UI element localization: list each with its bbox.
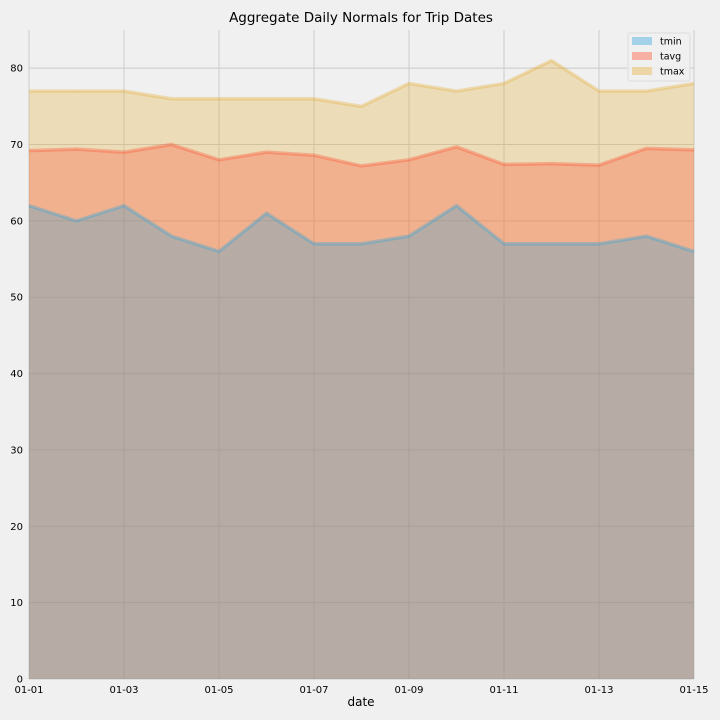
- y-tick-label: 70: [10, 140, 23, 151]
- x-tick-label: 01-01: [14, 685, 43, 696]
- point-tavg: [503, 163, 505, 165]
- point-tmin: [218, 250, 220, 252]
- point-tmin: [408, 235, 410, 237]
- point-tmax: [503, 82, 505, 84]
- y-tick-label: 10: [10, 598, 23, 609]
- point-tmin: [645, 235, 647, 237]
- point-tavg: [408, 159, 410, 161]
- point-tmin: [123, 204, 125, 206]
- point-tavg: [265, 151, 267, 153]
- point-tavg: [218, 159, 220, 161]
- point-tavg: [598, 164, 600, 166]
- point-tmax: [693, 82, 695, 84]
- point-tavg: [75, 148, 77, 150]
- point-tmax: [550, 59, 552, 61]
- y-tick-label: 30: [10, 445, 23, 456]
- point-tmin: [75, 220, 77, 222]
- point-tavg: [170, 143, 172, 145]
- x-tick-label: 01-11: [489, 685, 518, 696]
- point-tavg: [550, 162, 552, 164]
- point-tmax: [75, 90, 77, 92]
- x-tick-label: 01-07: [299, 685, 328, 696]
- y-tick-label: 20: [10, 522, 23, 533]
- plot-background: [29, 30, 694, 679]
- point-tmax: [598, 90, 600, 92]
- area-tmin: [29, 205, 694, 680]
- point-tmin: [360, 243, 362, 245]
- line-tmin: [28, 203, 695, 254]
- x-axis-label: date: [347, 695, 374, 709]
- legend-label-tmin: tmin: [660, 37, 682, 48]
- x-tick-label: 01-15: [679, 685, 708, 696]
- legend-swatch-tavg: [632, 52, 652, 60]
- point-tmax: [28, 90, 30, 92]
- point-tmin: [693, 250, 695, 252]
- y-tick-label: 80: [10, 64, 23, 75]
- point-tavg: [313, 154, 315, 156]
- y-tick-label: 0: [17, 675, 23, 686]
- point-tmin: [503, 243, 505, 245]
- point-tavg: [28, 149, 30, 151]
- legend-frame: [627, 32, 691, 82]
- point-tmin: [170, 235, 172, 237]
- point-tavg: [123, 151, 125, 153]
- x-tick-label: 01-09: [394, 685, 423, 696]
- legend-label-tmax: tmax: [660, 67, 685, 78]
- point-tavg: [693, 149, 695, 151]
- legend: tmin tavg tmax: [627, 32, 691, 82]
- x-tick-label: 01-13: [584, 685, 613, 696]
- point-tavg: [455, 146, 457, 148]
- axis-ticks: 0 10 20 30 40 50 60 70 80 01-01 01-03 01-05 01-07 01-…: [10, 64, 708, 696]
- point-tavg: [645, 147, 647, 149]
- point-tmin: [313, 243, 315, 245]
- line-tavg: [28, 142, 695, 168]
- point-tmin: [28, 204, 30, 206]
- x-tick-label: 01-05: [204, 685, 233, 696]
- point-tmin: [550, 243, 552, 245]
- area-tmax: [29, 60, 694, 679]
- y-tick-label: 50: [10, 293, 23, 304]
- line-tmax: [29, 58, 695, 109]
- point-tmax: [218, 98, 220, 100]
- point-tmax: [360, 105, 362, 107]
- point-tmax: [408, 82, 410, 84]
- point-tmax: [645, 90, 647, 92]
- legend-swatch-tmax: [632, 67, 652, 75]
- point-tavg: [360, 165, 362, 167]
- legend-label-tavg: tavg: [660, 52, 681, 63]
- point-tmax: [123, 90, 125, 92]
- point-tmax: [265, 98, 267, 100]
- grid: [28, 30, 695, 680]
- point-tmin: [455, 204, 457, 206]
- point-tmax: [455, 90, 457, 92]
- chart-title: Aggregate Daily Normals for Trip Dates: [229, 10, 493, 26]
- x-tick-label: 01-03: [109, 685, 138, 696]
- point-tmin: [265, 212, 267, 214]
- series-areas: [28, 58, 695, 680]
- legend-swatch-tmin: [632, 37, 652, 45]
- point-tmax: [170, 98, 172, 100]
- point-tmin: [598, 243, 600, 245]
- area-tavg: [29, 144, 694, 679]
- y-tick-label: 40: [10, 369, 23, 380]
- point-tmax: [313, 98, 315, 100]
- y-tick-label: 60: [10, 216, 23, 227]
